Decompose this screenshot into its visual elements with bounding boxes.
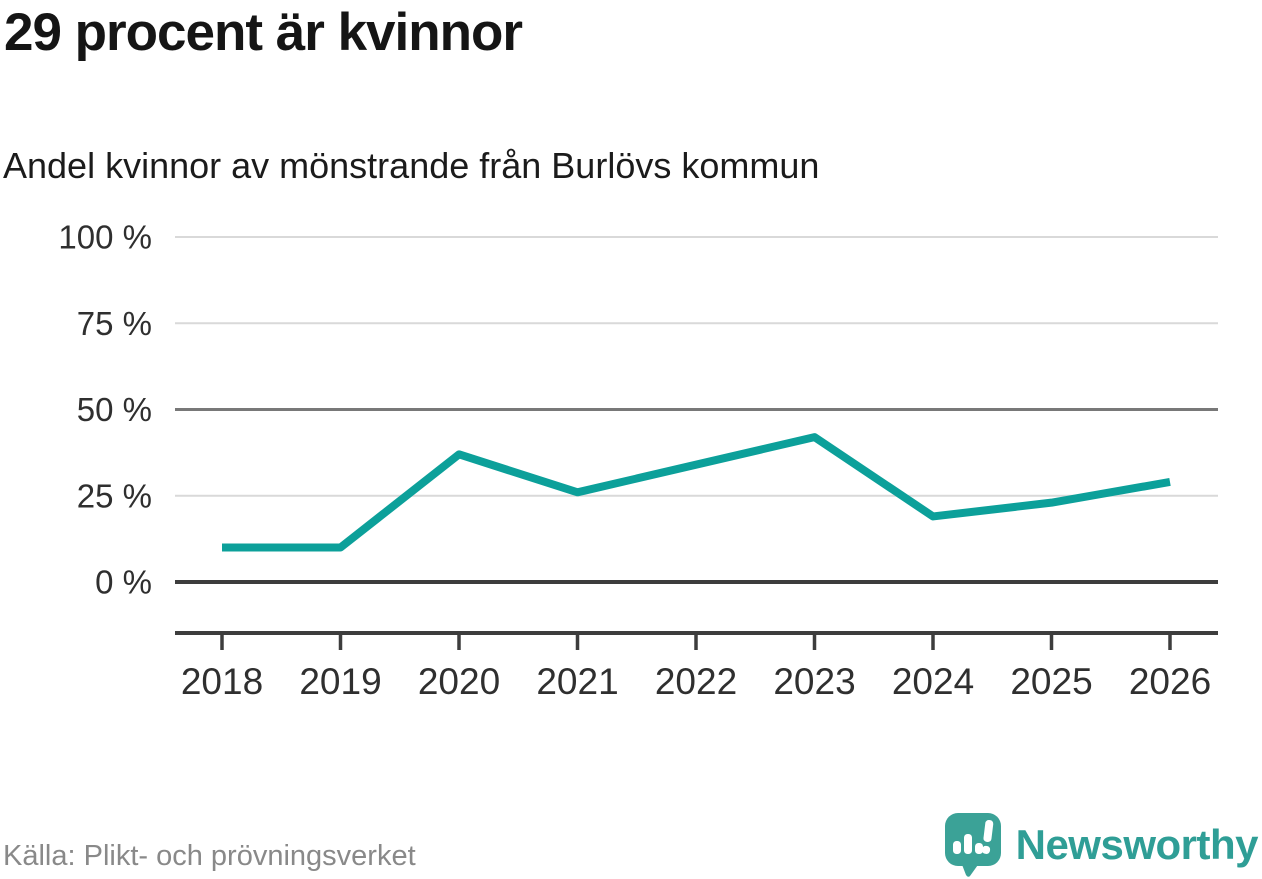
data-line [222, 433, 1171, 552]
newsworthy-logo-icon [944, 813, 1001, 877]
y-axis-label: 100 % [58, 219, 152, 256]
line-chart: 0 % 25 % 50 % 75 % 100 % 2018 2019 2020 2021 2022… [58, 219, 1218, 702]
x-axis-label: 2024 [892, 661, 974, 702]
logo-bubble [944, 813, 1001, 866]
x-axis-label: 2019 [299, 661, 381, 702]
y-axis-label: 50 % [77, 391, 152, 428]
logo-exclamation-dot [981, 845, 990, 854]
chart-title: 29 procent är kvinnor [4, 3, 523, 62]
source-note: Källa: Plikt- och prövningsverket [3, 840, 416, 872]
logo-bubble-tail [960, 862, 980, 877]
newsworthy-logo: Newsworthy [944, 812, 1259, 878]
chart-subtitle: Andel kvinnor av mönstrande från Burlövs… [3, 145, 820, 186]
x-axis-label: 2026 [1129, 661, 1211, 702]
y-axis-label: 25 % [77, 477, 152, 514]
logo-bar-3 [974, 843, 983, 854]
x-axis-label: 2020 [418, 661, 500, 702]
x-axis-label: 2018 [181, 661, 263, 702]
y-axis-label: 0 % [95, 564, 152, 601]
y-axis-label: 75 % [77, 305, 152, 342]
newsworthy-logo-text: Newsworthy [1015, 821, 1259, 868]
x-axis-label: 2023 [773, 661, 855, 702]
logo-bar-1 [952, 841, 961, 854]
logo-bar-2 [963, 834, 972, 854]
x-axis-label: 2022 [655, 661, 737, 702]
x-axis-label: 2025 [1010, 661, 1092, 702]
logo-exclamation-bar [983, 820, 993, 843]
x-axis-label: 2021 [536, 661, 618, 702]
